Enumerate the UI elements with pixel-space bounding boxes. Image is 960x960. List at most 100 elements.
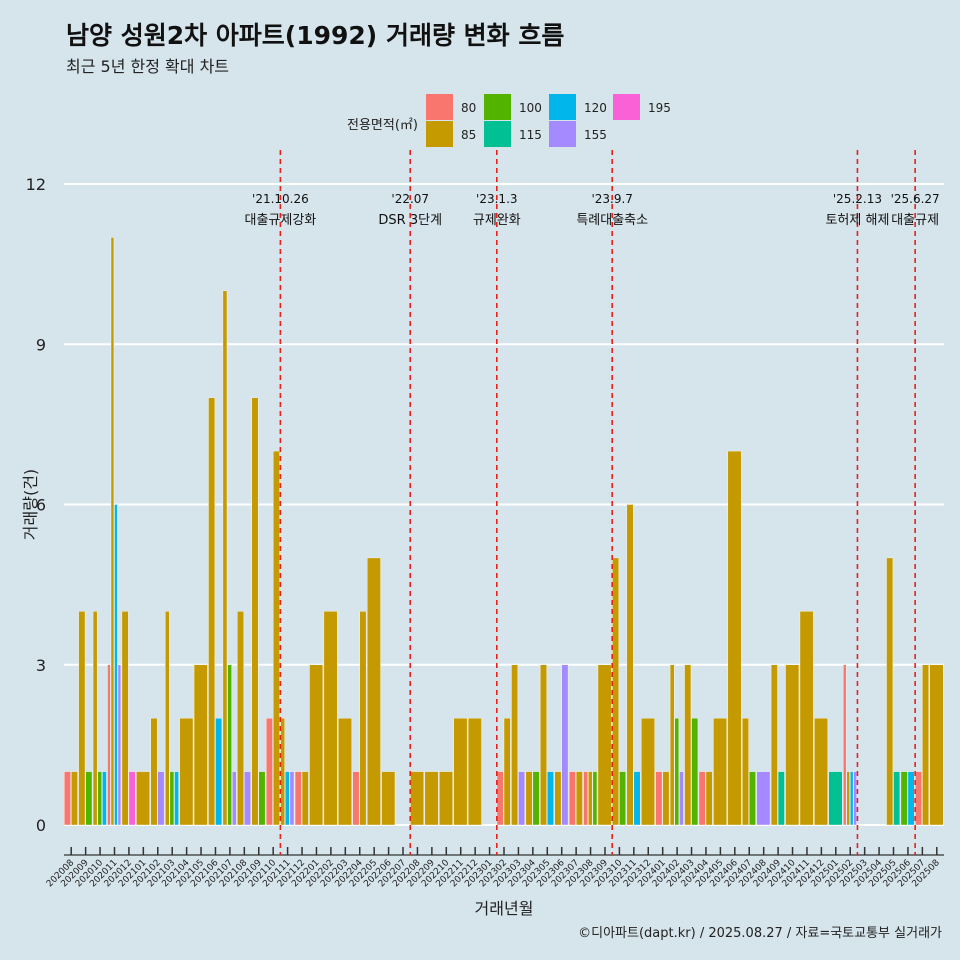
bar	[309, 664, 324, 826]
bar	[540, 664, 547, 826]
bar	[280, 717, 285, 826]
legend-title: 전용면적(㎡)	[347, 118, 418, 133]
bar	[674, 717, 680, 826]
bar	[846, 771, 850, 826]
event-label: 규제완화	[473, 213, 521, 228]
bar	[749, 771, 756, 826]
bar	[814, 717, 828, 826]
bar	[698, 771, 706, 826]
legend-swatch	[484, 121, 511, 147]
bar	[799, 611, 814, 826]
bar	[691, 717, 699, 826]
legend-swatch	[549, 94, 576, 120]
bar	[424, 771, 439, 826]
event-label: 대출규제	[891, 213, 939, 228]
event-date: '23.9.7	[591, 192, 632, 206]
bar	[777, 771, 785, 826]
bar	[633, 771, 641, 826]
y-tick-label: 9	[36, 335, 46, 354]
bar	[518, 771, 526, 826]
bar	[467, 717, 482, 826]
bar	[352, 771, 360, 826]
bar	[612, 557, 620, 826]
bar	[756, 771, 771, 826]
bar	[193, 664, 208, 826]
legend-swatch	[613, 94, 640, 120]
bar	[64, 771, 71, 826]
bar	[179, 717, 194, 826]
bar	[97, 771, 102, 826]
bar	[850, 771, 854, 826]
bar	[679, 771, 684, 826]
bar	[532, 771, 540, 826]
event-label: 특례대출축소	[576, 213, 648, 228]
bar	[272, 450, 280, 826]
bar	[727, 450, 742, 826]
bar	[597, 664, 612, 826]
bar	[244, 771, 251, 826]
bar	[669, 664, 675, 826]
bar	[102, 771, 107, 826]
event-label: 대출규제강화	[245, 213, 317, 228]
event-date: '21.10.26	[252, 192, 309, 206]
event-date: '23.1.3	[476, 192, 517, 206]
bar	[922, 664, 929, 826]
bar	[886, 557, 894, 826]
event-label: 토허제 해제	[825, 213, 889, 228]
bar	[157, 771, 165, 826]
bar	[893, 771, 901, 826]
legend-swatch	[549, 121, 576, 147]
bar	[359, 611, 367, 826]
bar	[114, 504, 118, 826]
bar	[232, 771, 237, 826]
bar	[439, 771, 453, 826]
bar	[150, 717, 158, 826]
legend-label: 120	[584, 101, 607, 115]
bar	[554, 771, 562, 826]
legend-label: 195	[648, 101, 671, 115]
bar	[338, 717, 352, 826]
bar	[592, 771, 598, 826]
legend-swatch	[426, 121, 453, 147]
x-axis-title: 거래년월	[475, 899, 534, 918]
bar	[258, 771, 266, 826]
legend-label: 155	[584, 128, 607, 142]
event-label: DSR 3단계	[378, 213, 442, 228]
bar	[561, 664, 569, 826]
chart-caption: ©디아파트(dapt.kr) / 2025.08.27 / 자료=국토교통부 실…	[578, 926, 942, 941]
bar	[294, 771, 302, 826]
bar	[174, 771, 179, 826]
bar	[265, 717, 273, 826]
bar	[511, 664, 519, 826]
bar	[853, 771, 857, 826]
bar	[929, 664, 944, 826]
bar	[770, 664, 778, 826]
bar	[285, 771, 290, 826]
legend-label: 80	[461, 101, 476, 115]
event-date: '22.07	[391, 192, 429, 206]
bar	[85, 771, 93, 826]
bar	[588, 771, 593, 826]
legend-swatch	[484, 94, 511, 120]
bar	[828, 771, 843, 826]
bar	[568, 771, 576, 826]
bar	[164, 611, 170, 826]
bar	[110, 237, 115, 826]
bar	[323, 611, 338, 826]
bar	[655, 771, 663, 826]
bar	[575, 771, 583, 826]
y-tick-label: 3	[36, 656, 46, 675]
y-axis-title: 거래량(건)	[21, 469, 40, 540]
bar	[525, 771, 533, 826]
bar	[289, 771, 295, 826]
bar	[237, 611, 244, 826]
y-tick-label: 0	[36, 816, 46, 835]
bar	[705, 771, 713, 826]
bar	[92, 611, 98, 826]
chart-subtitle: 최근 5년 한정 확대 차트	[66, 57, 230, 76]
y-tick-label: 6	[36, 496, 46, 515]
bar	[301, 771, 309, 826]
bar	[547, 771, 554, 826]
bar	[78, 611, 86, 826]
